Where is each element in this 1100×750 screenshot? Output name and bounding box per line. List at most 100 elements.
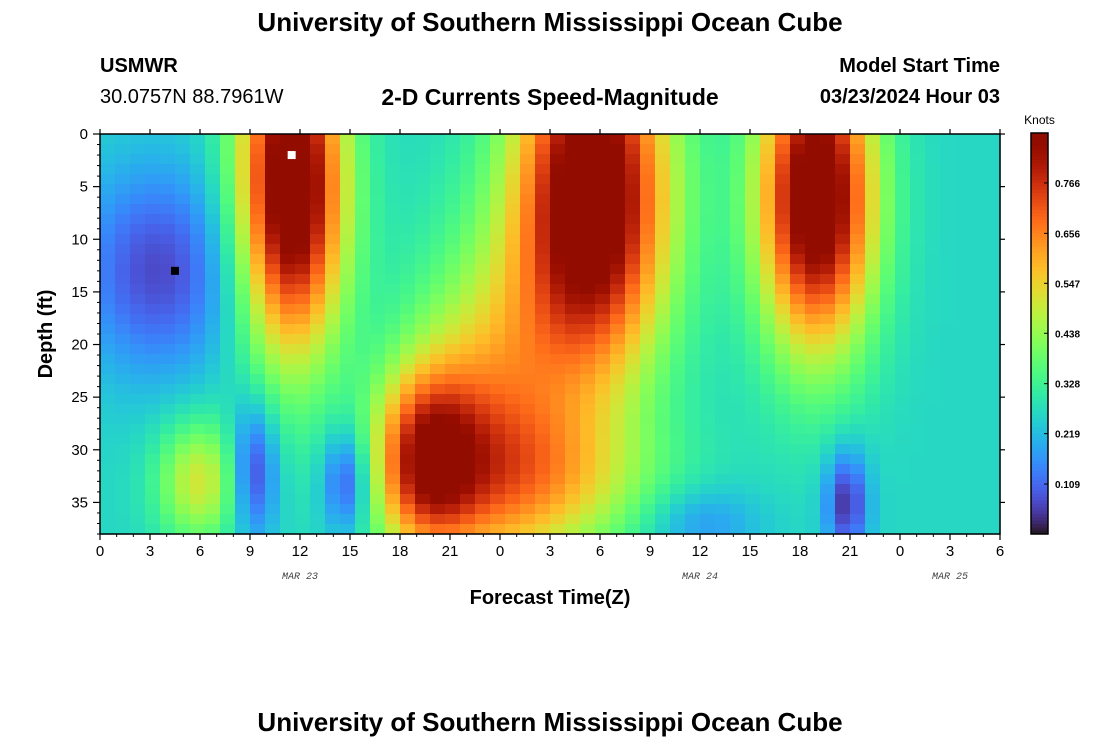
heatmap-cell <box>460 324 476 335</box>
heatmap-cell <box>370 204 386 215</box>
heatmap-cell <box>700 524 716 535</box>
heatmap-cell <box>775 474 791 485</box>
heatmap-cell <box>610 234 626 245</box>
heatmap-cell <box>100 204 116 215</box>
heatmap-cell <box>355 424 371 435</box>
heatmap-cell <box>805 444 821 455</box>
colorbar-segment <box>1031 196 1048 201</box>
heatmap-cell <box>970 474 986 485</box>
heatmap-cell <box>910 384 926 395</box>
heatmap-cell <box>175 184 191 195</box>
heatmap-cell <box>370 374 386 385</box>
heatmap-cell <box>715 414 731 425</box>
heatmap-cell <box>640 464 656 475</box>
heatmap-cell <box>745 354 761 365</box>
heatmap-cell <box>430 304 446 315</box>
heatmap-cell <box>265 254 281 265</box>
heatmap-cell <box>520 244 536 255</box>
heatmap-cell <box>400 144 416 155</box>
heatmap-cell <box>580 464 596 475</box>
heatmap-cell <box>760 194 776 205</box>
heatmap-cell <box>130 164 146 175</box>
heatmap-cell <box>715 424 731 435</box>
heatmap-cell <box>220 274 236 285</box>
heatmap-cell <box>970 204 986 215</box>
heatmap-cell <box>820 304 836 315</box>
heatmap-cell <box>700 134 716 145</box>
x-tick-label: 12 <box>292 543 309 560</box>
heatmap-cell <box>280 414 296 425</box>
heatmap-cell <box>115 504 131 515</box>
heatmap-cell <box>790 344 806 355</box>
heatmap <box>100 134 1001 535</box>
heatmap-cell <box>220 184 236 195</box>
heatmap-cell <box>400 454 416 465</box>
heatmap-cell <box>340 324 356 335</box>
heatmap-cell <box>175 134 191 145</box>
heatmap-cell <box>880 224 896 235</box>
heatmap-cell <box>910 284 926 295</box>
heatmap-cell <box>145 204 161 215</box>
heatmap-cell <box>850 134 866 145</box>
heatmap-cell <box>295 394 311 405</box>
heatmap-cell <box>460 154 476 165</box>
heatmap-cell <box>850 194 866 205</box>
heatmap-cell <box>580 434 596 445</box>
heatmap-cell <box>850 454 866 465</box>
heatmap-cell <box>115 234 131 245</box>
colorbar-segment <box>1031 400 1048 405</box>
heatmap-cell <box>340 384 356 395</box>
heatmap-cell <box>700 174 716 185</box>
heatmap-cell <box>715 494 731 505</box>
heatmap-cell <box>820 264 836 275</box>
colorbar-segment <box>1031 383 1048 388</box>
heatmap-cell <box>100 314 116 325</box>
heatmap-cell <box>490 304 506 315</box>
heatmap-cell <box>550 324 566 335</box>
heatmap-cell <box>475 394 491 405</box>
heatmap-cell <box>925 264 941 275</box>
heatmap-cell <box>940 524 956 535</box>
heatmap-cell <box>760 504 776 515</box>
heatmap-cell <box>370 384 386 395</box>
heatmap-cell <box>190 434 206 445</box>
heatmap-cell <box>835 334 851 345</box>
heatmap-cell <box>265 424 281 435</box>
heatmap-cell <box>145 494 161 505</box>
heatmap-cell <box>415 524 431 535</box>
heatmap-cell <box>355 344 371 355</box>
heatmap-cell <box>835 214 851 225</box>
heatmap-cell <box>160 494 176 505</box>
heatmap-cell <box>505 404 521 415</box>
heatmap-cell <box>790 494 806 505</box>
heatmap-cell <box>835 284 851 295</box>
heatmap-cell <box>655 184 671 195</box>
heatmap-cell <box>175 374 191 385</box>
heatmap-cell <box>595 174 611 185</box>
heatmap-cell <box>460 334 476 345</box>
heatmap-cell <box>625 484 641 495</box>
heatmap-cell <box>565 304 581 315</box>
heatmap-cell <box>910 234 926 245</box>
heatmap-cell <box>595 384 611 395</box>
heatmap-cell <box>535 204 551 215</box>
heatmap-cell <box>445 384 461 395</box>
heatmap-cell <box>910 464 926 475</box>
heatmap-cell <box>625 464 641 475</box>
colorbar-segment <box>1031 437 1048 441</box>
heatmap-cell <box>325 294 341 305</box>
heatmap-cell <box>310 444 326 455</box>
heatmap-cell <box>190 424 206 435</box>
heatmap-cell <box>715 524 731 535</box>
heatmap-cell <box>430 334 446 345</box>
colorbar-segment <box>1031 146 1048 151</box>
heatmap-cell <box>925 364 941 375</box>
heatmap-cell <box>955 294 971 305</box>
colorbar-segment <box>1031 249 1048 254</box>
heatmap-cell <box>505 344 521 355</box>
heatmap-cell <box>295 304 311 315</box>
heatmap-cell <box>400 284 416 295</box>
colorbar-segment <box>1031 490 1048 495</box>
heatmap-cell <box>550 434 566 445</box>
heatmap-cell <box>520 454 536 465</box>
